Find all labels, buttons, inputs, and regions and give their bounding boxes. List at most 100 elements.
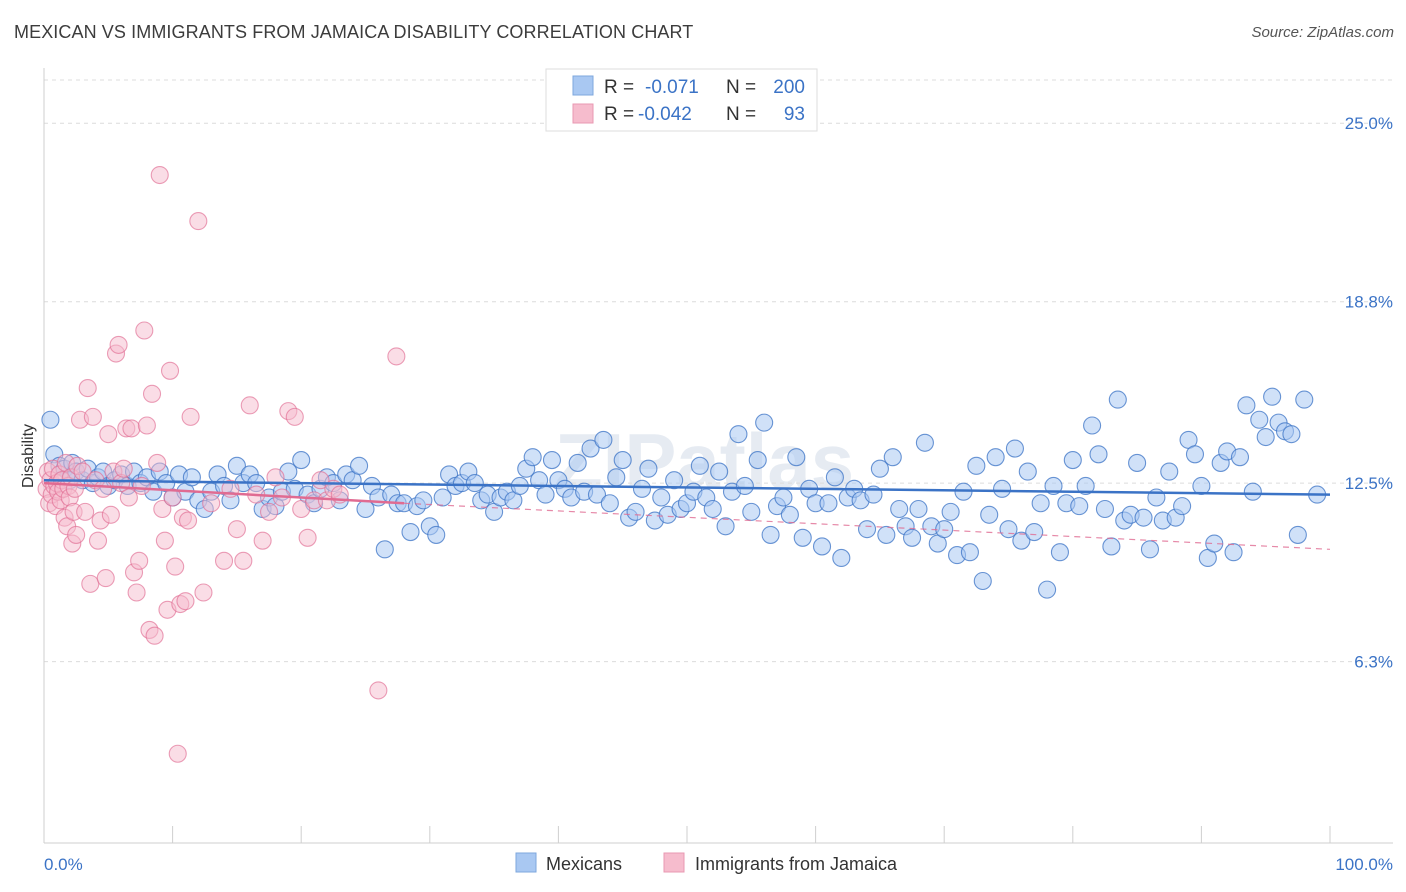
point-mexicans [774, 488, 793, 507]
point-jamaica [127, 583, 146, 602]
point-mexicans [890, 499, 909, 519]
point-mexicans [748, 451, 767, 470]
x-tick-label-min: 0.0% [44, 855, 83, 874]
point-mexicans [626, 502, 645, 521]
point-jamaica [99, 425, 118, 444]
point-mexicans [639, 459, 658, 478]
legend-swatch-jamaica [572, 103, 594, 124]
point-mexicans [1018, 462, 1037, 481]
point-mexicans [182, 468, 201, 487]
point-mexicans [1050, 543, 1069, 562]
point-mexicans [780, 505, 799, 524]
point-mexicans [41, 410, 60, 429]
point-jamaica [122, 419, 141, 438]
legend-swatch-mexicans [572, 75, 594, 96]
legend-n-label-mexicans: N = [726, 77, 756, 98]
point-jamaica [285, 407, 304, 426]
point-mexicans [716, 517, 735, 536]
point-mexicans [1237, 396, 1256, 415]
point-mexicans [1160, 462, 1179, 481]
point-jamaica [240, 396, 259, 415]
point-jamaica [369, 681, 388, 700]
point-jamaica [150, 165, 169, 185]
point-mexicans [793, 528, 812, 547]
point-jamaica [178, 511, 198, 530]
trend-lines [43, 478, 1331, 550]
point-jamaica [94, 479, 113, 498]
point-mexicans [1263, 387, 1282, 406]
point-mexicans [1288, 525, 1307, 544]
point-mexicans [1012, 531, 1031, 550]
point-mexicans [652, 488, 671, 507]
point-mexicans [812, 537, 832, 556]
y-tick-label: 12.5% [1345, 474, 1393, 493]
point-mexicans [1243, 482, 1262, 501]
point-jamaica [145, 626, 164, 645]
point-mexicans [703, 499, 722, 519]
legend-n-label-jamaica: N = [726, 104, 756, 125]
point-mexicans [1005, 439, 1024, 458]
legend-r-label-jamaica: R = [604, 104, 634, 125]
point-mexicans [960, 543, 979, 562]
point-mexicans [665, 471, 684, 490]
point-mexicans [1031, 494, 1050, 513]
point-jamaica [148, 453, 167, 472]
point-mexicans [1102, 537, 1121, 556]
point-jamaica [168, 744, 187, 763]
point-mexicans [1025, 522, 1044, 542]
grid-lines [44, 79, 1393, 663]
point-jamaica [189, 212, 208, 231]
point-mexicans [787, 448, 806, 467]
point-jamaica [65, 479, 84, 498]
point-mexicans [832, 548, 851, 568]
legend-box: R = -0.071 N = 200 R = -0.042 N = 93 [545, 68, 818, 132]
point-mexicans [1224, 543, 1243, 562]
point-jamaica [135, 321, 154, 340]
point-jamaica [96, 569, 115, 588]
point-jamaica [78, 379, 97, 398]
point-mexicans [690, 456, 709, 475]
point-mexicans [1076, 476, 1095, 496]
legend-r-value-mexicans: -0.071 [645, 77, 699, 98]
point-mexicans [1063, 451, 1082, 470]
trend-line-mexicans [43, 478, 1331, 496]
point-mexicans [227, 456, 246, 475]
point-mexicans [1140, 540, 1160, 559]
point-jamaica [67, 525, 86, 544]
point-mexicans [993, 479, 1012, 498]
point-mexicans [857, 520, 877, 539]
point-mexicans [1230, 448, 1250, 467]
point-jamaica [227, 520, 246, 539]
axes [43, 68, 1393, 844]
point-jamaica [88, 531, 108, 550]
legend-n-value-mexicans: 200 [773, 77, 805, 98]
point-mexicans [1250, 410, 1269, 429]
point-mexicans [1295, 390, 1314, 409]
point-mexicans [967, 456, 986, 475]
point-mexicans [594, 430, 613, 449]
point-mexicans [819, 494, 838, 513]
point-mexicans [1108, 390, 1127, 409]
point-mexicans [350, 456, 369, 475]
point-mexicans [1185, 445, 1205, 464]
trend-line-jamaica [43, 481, 405, 505]
point-jamaica [387, 347, 406, 366]
legend-n-value-jamaica: 93 [784, 104, 805, 125]
point-jamaica [83, 407, 102, 426]
point-mexicans [1134, 508, 1153, 527]
point-jamaica [234, 551, 253, 570]
point-mexicans [915, 433, 934, 452]
point-jamaica [202, 494, 221, 513]
point-mexicans [825, 468, 844, 487]
point-jamaica [194, 583, 213, 602]
point-mexicans [632, 479, 652, 498]
point-jamaica [76, 502, 95, 521]
x-tick-label-max: 100.0% [1335, 855, 1393, 874]
point-mexicans [414, 491, 433, 510]
point-mexicans [742, 502, 761, 521]
point-jamaica [114, 459, 133, 478]
x-ticks [43, 826, 1331, 843]
point-mexicans [870, 459, 889, 478]
point-mexicans [980, 505, 999, 524]
